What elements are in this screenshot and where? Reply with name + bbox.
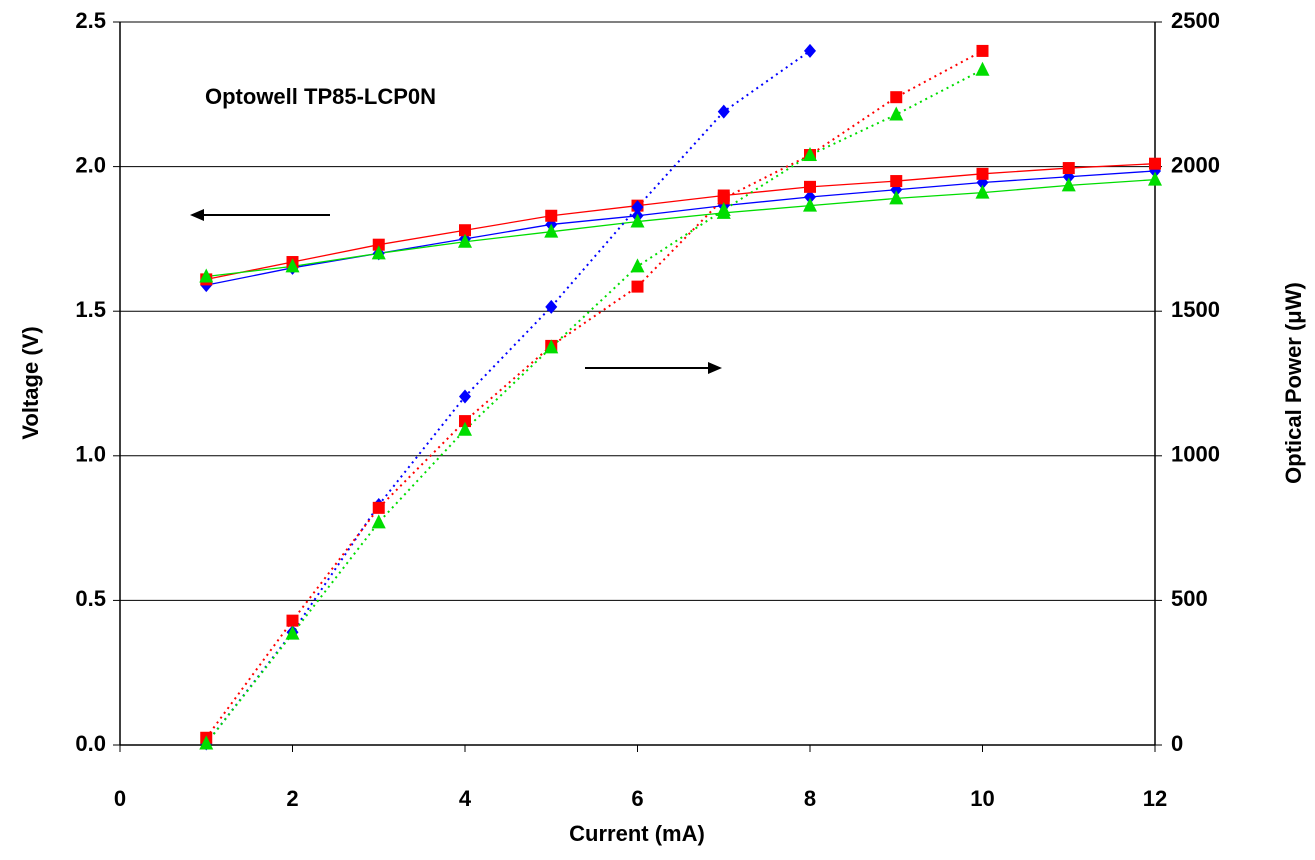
y-tick-label: 2.5 xyxy=(75,8,106,33)
marker xyxy=(890,91,903,104)
marker xyxy=(630,213,645,228)
marker xyxy=(975,184,990,199)
y-tick-label: 2.0 xyxy=(75,152,106,177)
marker xyxy=(804,189,816,204)
arrow-left xyxy=(190,209,330,221)
x-axis-title: Current (mA) xyxy=(569,821,705,846)
marker xyxy=(717,192,730,205)
marker xyxy=(458,421,472,436)
x-tick-label: 8 xyxy=(804,786,816,811)
marker xyxy=(199,735,214,750)
y-tick-label: 1.5 xyxy=(75,297,106,322)
annotation: Optowell TP85-LCP0N xyxy=(205,84,436,109)
marker xyxy=(716,201,731,216)
marker xyxy=(371,514,386,529)
marker xyxy=(804,180,816,193)
marker xyxy=(1149,157,1161,170)
y2-axis-title: Optical Power (μW) xyxy=(1281,282,1306,484)
marker xyxy=(285,258,300,273)
y2-tick-label: 1000 xyxy=(1171,442,1220,467)
marker xyxy=(458,233,472,248)
y-tick-label: 0.5 xyxy=(75,586,106,611)
marker xyxy=(199,268,214,283)
y-tick-label: 0.0 xyxy=(75,731,106,756)
voltage-line xyxy=(206,178,1156,278)
marker xyxy=(631,200,644,215)
marker xyxy=(372,501,385,514)
marker xyxy=(285,625,300,640)
marker xyxy=(545,209,558,222)
y-axis-title: Voltage (V) xyxy=(18,326,43,439)
marker xyxy=(544,223,559,238)
marker xyxy=(717,104,730,119)
y2-tick-label: 500 xyxy=(1171,586,1208,611)
marker xyxy=(1061,177,1076,192)
y2-tick-label: 2500 xyxy=(1171,8,1220,33)
y2-tick-label: 2000 xyxy=(1171,152,1220,177)
marker xyxy=(372,238,385,251)
marker xyxy=(890,175,903,188)
x-tick-label: 2 xyxy=(286,786,298,811)
marker xyxy=(976,44,989,57)
marker xyxy=(976,167,989,180)
power-line xyxy=(205,50,811,745)
y-tick-label: 1.0 xyxy=(75,442,106,467)
marker xyxy=(286,614,299,627)
marker xyxy=(804,43,816,58)
marker xyxy=(630,258,645,273)
arrow-right xyxy=(585,362,722,374)
marker xyxy=(803,147,817,162)
marker xyxy=(631,280,644,293)
marker xyxy=(459,389,471,404)
marker xyxy=(371,245,386,260)
marker xyxy=(889,190,904,205)
power-line xyxy=(205,68,983,745)
x-tick-label: 12 xyxy=(1143,786,1167,811)
y2-tick-label: 0 xyxy=(1171,731,1183,756)
y2-tick-label: 1500 xyxy=(1171,297,1220,322)
marker xyxy=(1062,162,1075,175)
voltage-line xyxy=(206,163,1156,281)
voltage-line xyxy=(206,170,1156,286)
marker xyxy=(889,106,904,121)
marker xyxy=(459,415,471,428)
marker xyxy=(975,61,990,76)
x-tick-label: 6 xyxy=(631,786,643,811)
marker xyxy=(1148,171,1162,186)
x-tick-label: 0 xyxy=(114,786,126,811)
marker xyxy=(544,339,559,354)
x-tick-label: 4 xyxy=(459,786,472,811)
marker xyxy=(459,224,471,237)
power-line xyxy=(205,50,983,739)
x-tick-label: 10 xyxy=(970,786,994,811)
marker xyxy=(545,299,558,314)
marker xyxy=(803,197,817,212)
